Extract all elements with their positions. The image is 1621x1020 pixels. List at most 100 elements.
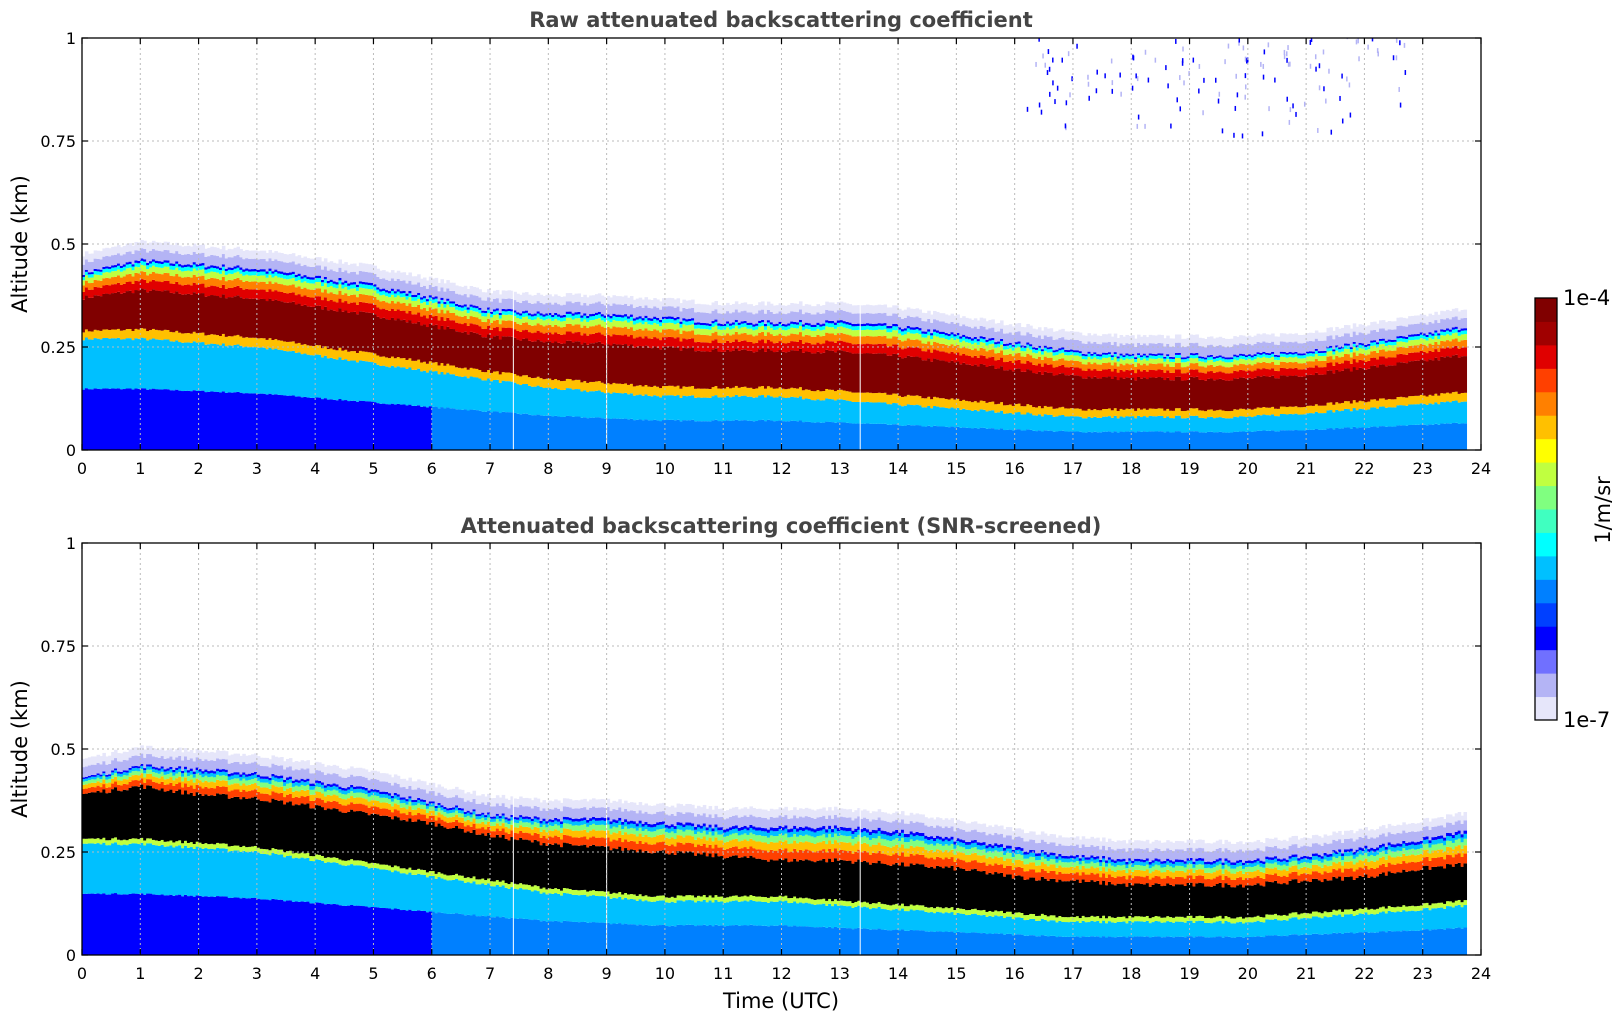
gradient-cell: [178, 270, 182, 277]
saturated-cell: [539, 341, 544, 379]
fringe-cell: [192, 243, 197, 252]
low-signal-cell: [848, 423, 853, 450]
gradient-cell: [1064, 355, 1068, 361]
fringe-cell: [889, 315, 893, 326]
gradient-cell: [731, 322, 736, 325]
transition-cell: [629, 383, 634, 394]
gradient-cell: [303, 275, 308, 278]
gradient-cell: [574, 332, 579, 342]
gradient-cell: [889, 325, 893, 329]
fringe-cell: [1029, 333, 1033, 345]
gradient-cell: [82, 276, 86, 281]
gradient-cell: [350, 302, 354, 313]
low-signal-cell: [807, 421, 812, 450]
low-signal-cell: [606, 392, 611, 419]
fringe-cell: [761, 309, 765, 320]
fringe-cell: [149, 250, 153, 262]
saturated-cell: [915, 356, 920, 396]
fringe-cell: [143, 248, 147, 260]
gradient-cell: [198, 263, 203, 266]
low-signal-cell: [632, 395, 637, 421]
gradient-cell: [370, 289, 375, 296]
heatmap-column: [909, 308, 914, 450]
gradient-cell: [533, 313, 538, 316]
gradient-cell: [673, 320, 678, 325]
fringe-cell: [519, 303, 523, 314]
low-signal-cell: [216, 344, 220, 392]
fringe-cell: [1035, 329, 1039, 338]
saturated-cell: [533, 341, 538, 378]
low-signal-cell: [871, 423, 876, 450]
gradient-cell: [1090, 358, 1094, 365]
saturated-cell: [224, 298, 229, 337]
saturated-cell: [906, 355, 911, 395]
fringe-cell: [594, 302, 599, 313]
gradient-cell: [603, 335, 608, 346]
heatmap-column: [831, 302, 835, 450]
low-signal-cell: [498, 382, 503, 414]
fringe-cell: [1072, 331, 1077, 340]
saturated-cell: [1005, 370, 1010, 406]
transition-cell: [962, 399, 966, 409]
gradient-cell: [1107, 357, 1112, 363]
low-signal-cell: [364, 401, 369, 450]
gradient-cell: [1003, 343, 1007, 346]
gradient-cell: [449, 301, 453, 304]
low-signal-cell: [953, 427, 957, 450]
gradient-cell: [970, 338, 975, 341]
saturated-cell: [181, 294, 185, 334]
fringe-cell: [277, 260, 281, 272]
gradient-cell: [490, 317, 494, 323]
gradient-cell: [1113, 368, 1118, 377]
gradient-cell: [941, 351, 946, 361]
gradient-cell: [670, 329, 675, 338]
low-signal-cell: [542, 388, 547, 416]
fringe-cell: [968, 318, 972, 327]
low-signal-cell: [271, 349, 275, 395]
low-signal-cell: [1049, 414, 1054, 431]
gradient-cell: [84, 280, 89, 288]
fringe-cell: [361, 271, 366, 282]
heatmap-column: [122, 245, 127, 450]
gradient-cell: [1093, 354, 1097, 358]
gradient-cell: [787, 342, 791, 352]
low-signal-cell: [452, 374, 456, 409]
low-signal-cell: [294, 396, 299, 450]
gradient-cell: [988, 338, 992, 341]
fringe-cell: [105, 256, 109, 267]
low-signal-cell: [997, 412, 1001, 430]
saturated-cell: [1032, 373, 1036, 408]
gradient-cell: [603, 317, 608, 322]
gradient-cell: [186, 284, 191, 294]
transition-cell: [297, 342, 302, 353]
gradient-cell: [764, 323, 768, 327]
fringe-cell: [463, 285, 468, 295]
gradient-cell: [676, 337, 681, 347]
low-signal-cell: [1166, 431, 1170, 450]
gradient-cell: [1003, 349, 1007, 356]
gradient-cell: [478, 319, 482, 327]
saturated-cell: [119, 293, 124, 331]
gradient-cell: [530, 325, 535, 334]
low-signal-cell: [962, 408, 966, 428]
gradient-cell: [924, 351, 928, 361]
saturated-cell: [253, 298, 258, 338]
fringe-cell: [699, 304, 704, 313]
fringe-cell: [1139, 344, 1144, 356]
low-signal-cell: [455, 409, 459, 450]
gradient-cell: [396, 295, 401, 302]
fringe-cell: [492, 299, 497, 310]
gradient-cell: [452, 307, 456, 313]
gradient-cell: [131, 270, 136, 277]
heatmap-column: [889, 307, 893, 450]
heatmap-column: [1070, 331, 1074, 450]
heatmap-column: [676, 298, 681, 450]
saturated-cell: [851, 353, 855, 393]
saturated-cell: [294, 304, 299, 344]
gradient-cell: [423, 302, 427, 309]
gradient-cell: [559, 317, 564, 322]
low-signal-cell: [335, 359, 340, 401]
saturated-cell: [868, 353, 873, 393]
low-signal-cell: [898, 405, 902, 426]
heatmap-column: [262, 250, 267, 450]
